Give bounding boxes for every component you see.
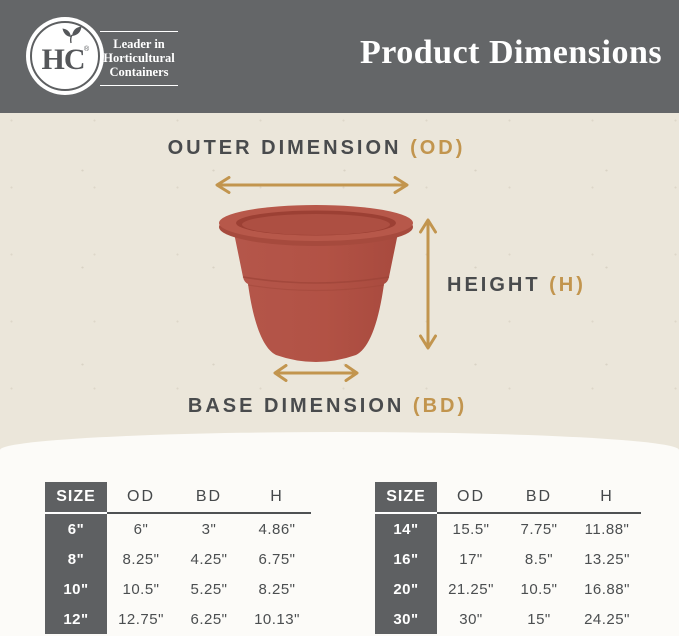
value-cell: 15": [527, 610, 551, 628]
header-cell-od: OD: [107, 482, 175, 514]
leaf-left-icon: [62, 28, 71, 37]
outer-dimension-label: OUTER DIMENSION (OD): [0, 137, 633, 160]
height-label: HEIGHT (H): [447, 274, 586, 297]
value-cell: 7.75": [520, 520, 558, 538]
brand-tagline: Leader in Horticultural Containers: [100, 31, 178, 86]
height-arrow-icon: [419, 218, 437, 350]
size-cell: 20": [375, 574, 437, 604]
header-cell-h: H: [573, 482, 641, 514]
base-dimension-label: BASE DIMENSION (BD): [0, 395, 655, 418]
size-cell: 16": [375, 544, 437, 574]
value-cell: 6": [133, 520, 149, 538]
value-cell: 16.88": [584, 580, 630, 598]
value-cell: 4.25": [190, 550, 228, 568]
size-cell: 30": [375, 604, 437, 634]
size-cell: 8": [45, 544, 107, 574]
outer-dimension-text: OUTER DIMENSION: [167, 137, 402, 159]
header-cell-bd: BD: [505, 482, 573, 514]
base-dimension-arrow-icon: [273, 364, 359, 382]
leaf-stem-icon: [69, 34, 73, 44]
hc-logo-icon: HC ®: [26, 17, 104, 95]
outer-dimension-arrow-icon: [215, 176, 409, 194]
value-cell: 6.75": [258, 550, 296, 568]
svg-text:HC: HC: [42, 43, 85, 76]
size-tables-section: SIZE OD BD H 6" 6" 3" 4.86" 8" 8.25" 4.25" 6.75" 10"…: [0, 432, 679, 636]
value-cell: 5.25": [190, 580, 228, 598]
tagline-line-3: Containers: [109, 65, 169, 79]
value-cell: 8.5": [524, 550, 554, 568]
value-cell: 10.13": [254, 610, 300, 628]
tagline-line-2: Horticultural: [103, 51, 175, 65]
size-cell: 14": [375, 514, 437, 544]
value-cell: 15.5": [452, 520, 490, 538]
header-bar: HC ® Leader in Horticultural Containers …: [0, 0, 679, 113]
value-cell: 10.5": [122, 580, 160, 598]
value-cell: 3": [201, 520, 217, 538]
height-abbr: (H): [549, 274, 586, 296]
value-cell: 12.75": [118, 610, 164, 628]
brand-logo: HC ®: [25, 16, 105, 96]
size-cell: 6": [45, 514, 107, 544]
value-cell: 21.25": [448, 580, 494, 598]
page-title: Product Dimensions: [360, 34, 663, 71]
height-text: HEIGHT: [447, 274, 541, 296]
size-header-cell: SIZE: [45, 482, 107, 514]
header-cell-bd: BD: [175, 482, 243, 514]
value-cell: 10.5": [520, 580, 558, 598]
value-cell: 30": [459, 610, 483, 628]
dimension-diagram: OUTER DIMENSION (OD) HEIGHT (: [0, 113, 679, 450]
size-cell: 12": [45, 604, 107, 634]
base-dimension-text: BASE DIMENSION: [187, 395, 405, 417]
value-cell: 13.25": [584, 550, 630, 568]
value-cell: 8.25": [122, 550, 160, 568]
size-cell: 10": [45, 574, 107, 604]
tagline-line-1: Leader in: [113, 37, 165, 51]
leaf-right-icon: [72, 26, 82, 36]
value-cell: 24.25": [584, 610, 630, 628]
header-cell-od: OD: [437, 482, 505, 514]
outer-dimension-abbr: (OD): [410, 137, 466, 159]
svg-text:®: ®: [84, 45, 90, 53]
size-header-cell: SIZE: [375, 482, 437, 514]
size-table-small: SIZE OD BD H 6" 6" 3" 4.86" 8" 8.25" 4.25" 6.75" 10"…: [45, 482, 311, 634]
value-cell: 11.88": [584, 520, 630, 538]
size-table-large: SIZE OD BD H 14" 15.5" 7.75" 11.88" 16" 17" 8.5" 13…: [375, 482, 641, 634]
header-cell-h: H: [243, 482, 311, 514]
value-cell: 8.25": [258, 580, 296, 598]
base-dimension-abbr: (BD): [412, 395, 468, 417]
planter-pot-image: [219, 205, 413, 362]
value-cell: 6.25": [190, 610, 228, 628]
value-cell: 4.86": [258, 520, 296, 538]
value-cell: 17": [459, 550, 483, 568]
